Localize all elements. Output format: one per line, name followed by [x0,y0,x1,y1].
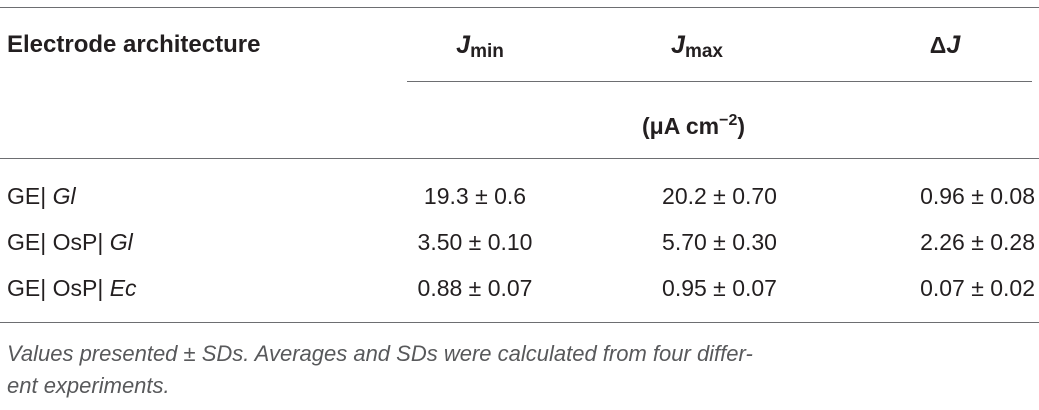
cell-jmin: 19.3 ± 0.6 [423,183,527,209]
row-label-italic: Gl [52,183,76,209]
unit-exponent: −2 [719,112,738,130]
header-group-rule [407,81,1032,82]
delta-j-symbol: J [946,31,961,59]
header-jmin: Jmin [445,31,515,62]
footnote-line-2: ent experiments. [7,373,170,398]
cell-jmin: 3.50 ± 0.10 [417,229,533,255]
table-header-rule [0,158,1039,159]
table-top-rule [0,7,1039,8]
unit-suffix: ) [737,113,746,139]
row-label-prefix: GE| OsP| [7,229,110,255]
jmax-symbol: J [671,31,685,59]
jmax-subscript: max [684,40,723,62]
cell-jmax: 20.2 ± 0.70 [662,183,777,209]
cell-jmax: 5.70 ± 0.30 [662,229,777,255]
row-label-prefix: GE| OsP| [7,275,110,301]
row-label: GE| OsP| Ec [7,274,137,302]
header-unit: (μA cm−2) [642,112,745,140]
row-label-prefix: GE| [7,183,53,209]
header-electrode-architecture: Electrode architecture [7,31,261,58]
row-label: GE| OsP| Gl [7,228,133,256]
unit-prefix: (μA cm [642,113,720,139]
delta-prefix: Δ [929,32,947,58]
header-jmax: Jmax [652,31,742,62]
cell-delta-j: 2.26 ± 0.28 [920,229,1035,255]
row-label-italic: Gl [109,229,133,255]
jmin-symbol: J [456,31,471,59]
cell-delta-j: 0.07 ± 0.02 [920,275,1035,301]
row-label-italic: Ec [109,275,137,301]
row-label: GE| Gl [7,182,76,210]
footnote-line-1: Values presented ± SDs. Averages and SDs… [7,341,753,366]
header-delta-j: ΔJ [915,31,975,59]
cell-delta-j: 0.96 ± 0.08 [920,183,1035,209]
jmin-subscript: min [470,40,504,62]
table-bottom-rule [0,322,1039,323]
table-footnote: Values presented ± SDs. Averages and SDs… [7,338,1032,402]
cell-jmin: 0.88 ± 0.07 [417,275,533,301]
cell-jmax: 0.95 ± 0.07 [662,275,777,301]
